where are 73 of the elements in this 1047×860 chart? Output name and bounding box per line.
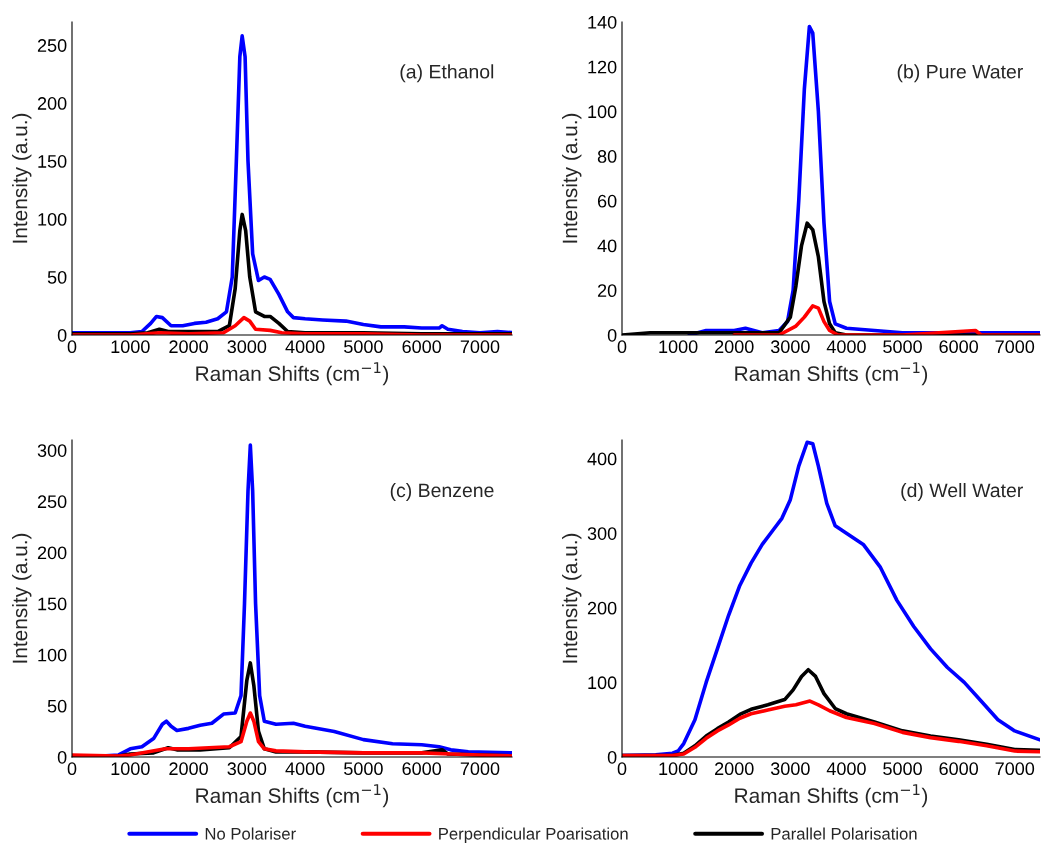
x-tick-label: 0 [67, 762, 77, 776]
x-tick-label: 3000 [227, 762, 267, 776]
y-tick-label: 100 [588, 105, 617, 119]
x-tick-label: 1000 [111, 340, 150, 354]
x-tick-label: 4000 [826, 762, 866, 776]
x-tick-label: 2000 [169, 340, 208, 354]
y-tick-label: 120 [588, 60, 617, 74]
x-tick-label: 6000 [939, 340, 979, 354]
y-tick-label: 40 [597, 239, 617, 253]
x-tick-label: 7000 [460, 762, 500, 776]
x-tick-label: 5000 [883, 762, 922, 776]
y-tick-label: 300 [587, 527, 617, 540]
y-tick-label: 0 [607, 750, 617, 764]
x-tick-label: 6000 [939, 762, 979, 776]
y-axis-title: Intensity (a.u.) [12, 533, 32, 663]
y-tick-label: 50 [47, 270, 67, 284]
legend-label: Perpendicular Poarisation [439, 827, 628, 843]
y-tick-label: 0 [57, 328, 67, 342]
y-tick-label: 0 [57, 750, 67, 764]
annotation: (a) Ethanol [400, 64, 494, 83]
x-tick-label: 0 [617, 340, 627, 354]
y-tick-label: 0 [607, 328, 617, 342]
x-tick-label: 5000 [344, 762, 383, 776]
y-tick-label: 150 [38, 597, 67, 611]
y-tick-label: 250 [37, 495, 67, 509]
x-tick-label: 1000 [111, 762, 150, 776]
x-axis-title: Raman Shifts (cm$^{−1}$) [735, 784, 928, 808]
x-axis-title: Raman Shifts (cm$^{−1}$) [735, 362, 928, 386]
x-tick-label: 2000 [169, 762, 208, 776]
y-tick-label: 300 [37, 444, 67, 457]
y-tick-label: 150 [38, 155, 67, 168]
x-tick-label: 7000 [995, 340, 1035, 354]
x-tick-label: 5000 [344, 340, 383, 354]
x-tick-label: 4000 [285, 762, 325, 776]
y-tick-label: 200 [37, 97, 67, 110]
annotation: (d) Well Water [901, 482, 1023, 502]
y-tick-label: 100 [38, 213, 67, 226]
y-tick-label: 400 [587, 452, 617, 466]
y-tick-label: 50 [47, 699, 67, 713]
annotation: (c) Benzene [390, 482, 494, 502]
x-tick-label: 2000 [715, 762, 754, 776]
y-tick-label: 80 [597, 150, 617, 163]
x-tick-label: 6000 [402, 340, 442, 354]
y-tick-label: 20 [597, 284, 617, 298]
x-tick-label: 3000 [770, 340, 810, 354]
y-tick-label: 100 [38, 648, 67, 662]
x-tick-label: 0 [617, 762, 627, 776]
x-axis-title: Raman Shifts (cm$^{−1}$) [196, 784, 389, 808]
x-tick-label: 2000 [715, 340, 754, 354]
legend-label: No Polariser [205, 827, 296, 840]
y-tick-label: 200 [37, 546, 67, 560]
y-tick-label: 200 [587, 601, 617, 615]
x-tick-label: 1000 [659, 340, 698, 354]
y-axis-title: Intensity (a.u.) [12, 113, 32, 243]
x-tick-label: 4000 [826, 340, 866, 354]
y-tick-label: 60 [597, 194, 617, 208]
y-axis-title: Intensity (a.u.) [562, 533, 582, 663]
y-tick-label: 250 [37, 39, 67, 52]
x-tick-label: 4000 [285, 340, 325, 354]
x-tick-label: 1000 [659, 762, 698, 776]
x-tick-label: 0 [67, 340, 77, 354]
x-tick-label: 3000 [770, 762, 810, 776]
x-tick-label: 5000 [883, 340, 922, 354]
x-axis-title: Raman Shifts (cm$^{−1}$) [196, 362, 389, 386]
y-tick-label: 100 [588, 676, 617, 690]
x-tick-label: 7000 [460, 340, 500, 354]
y-tick-label: 140 [588, 15, 617, 29]
x-tick-label: 6000 [402, 762, 442, 776]
legend-label: Parallel Polarisation [771, 827, 917, 840]
x-tick-label: 3000 [227, 340, 267, 354]
annotation: (b) Pure Water [897, 64, 1023, 83]
y-axis-title: Intensity (a.u.) [562, 113, 582, 243]
x-tick-label: 7000 [995, 762, 1035, 776]
